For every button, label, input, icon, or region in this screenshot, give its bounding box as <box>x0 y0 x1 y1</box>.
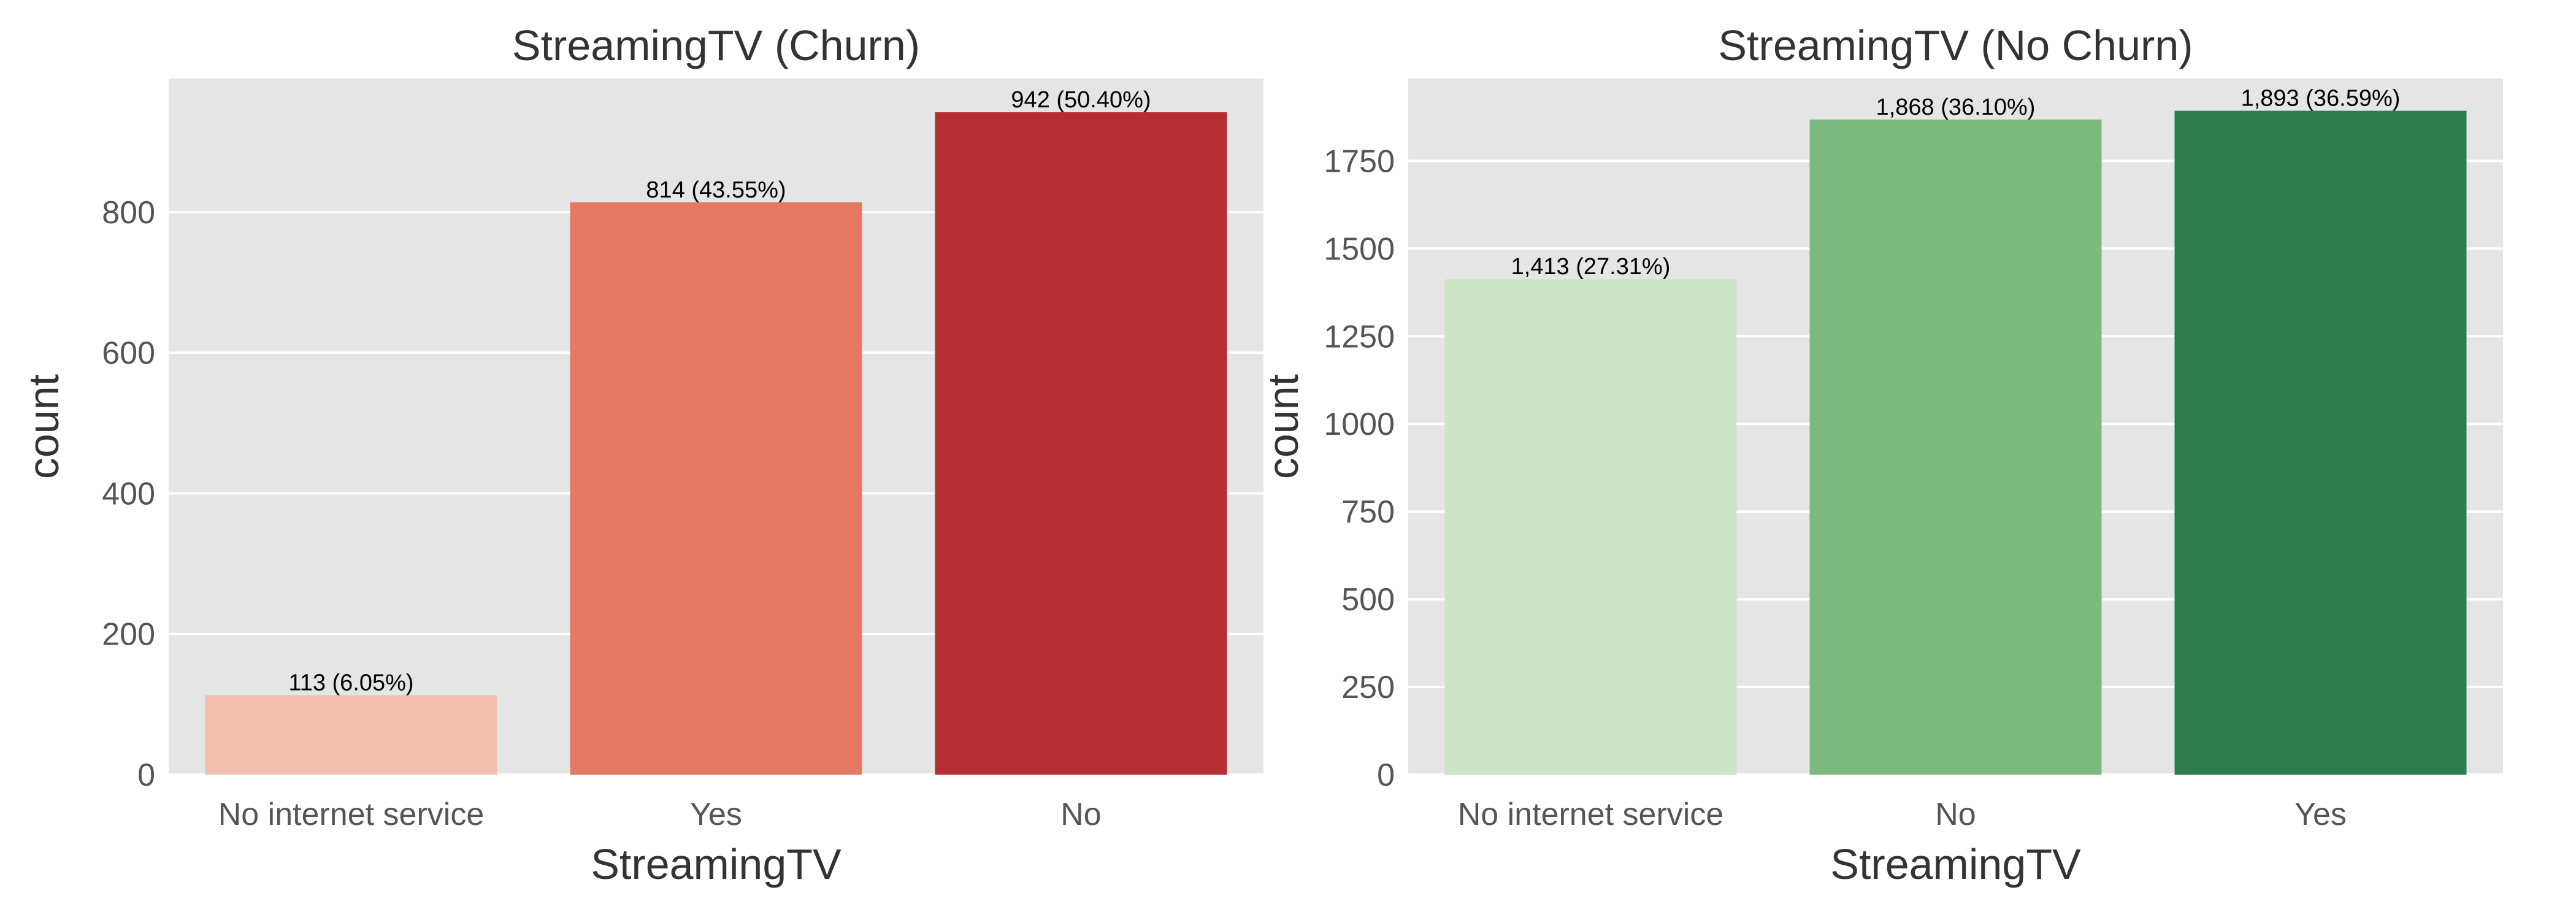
x-tick-label: Yes <box>2294 797 2347 832</box>
bar <box>1809 119 2102 775</box>
y-tick-label: 600 <box>102 335 155 371</box>
y-tick-label: 1750 <box>1324 144 1395 179</box>
bar <box>2174 110 2467 775</box>
data-label: 1,413 (27.31%) <box>1511 254 1671 280</box>
y-tick-label: 0 <box>1377 757 1395 793</box>
data-label: 1,868 (36.10%) <box>1876 94 2036 120</box>
data-label: 1,893 (36.59%) <box>2241 86 2401 112</box>
x-tick-label: No internet service <box>1458 797 1724 832</box>
y-tick-label: 400 <box>102 476 155 512</box>
y-tick-label: 1000 <box>1324 407 1395 442</box>
y-tick-label: 1500 <box>1324 231 1395 267</box>
bar <box>205 695 497 775</box>
bar <box>1444 279 1737 775</box>
data-label: 814 (43.55%) <box>646 177 786 203</box>
chart-title: StreamingTV (Churn) <box>512 21 920 69</box>
y-tick-label: 0 <box>137 757 155 793</box>
y-tick-label: 200 <box>102 617 155 653</box>
x-axis-label: StreamingTV <box>1830 840 2081 888</box>
x-tick-label: No internet service <box>218 797 485 832</box>
y-tick-label: 250 <box>1341 670 1395 705</box>
bar <box>935 112 1227 775</box>
y-tick-label: 750 <box>1341 494 1395 530</box>
y-axis-label: count <box>20 374 67 479</box>
data-label: 113 (6.05%) <box>288 670 413 696</box>
x-tick-label: Yes <box>690 797 742 832</box>
x-axis-label: StreamingTV <box>591 840 841 888</box>
y-tick-label: 500 <box>1341 582 1395 618</box>
y-tick-label: 1250 <box>1324 319 1395 355</box>
data-label: 942 (50.40%) <box>1011 87 1151 113</box>
x-tick-label: No <box>1935 797 1976 832</box>
y-axis-label: count <box>1259 374 1307 479</box>
chart-title: StreamingTV (No Churn) <box>1718 21 2193 69</box>
y-tick-label: 800 <box>102 195 155 231</box>
x-tick-label: No <box>1060 797 1101 832</box>
bar <box>570 202 862 775</box>
